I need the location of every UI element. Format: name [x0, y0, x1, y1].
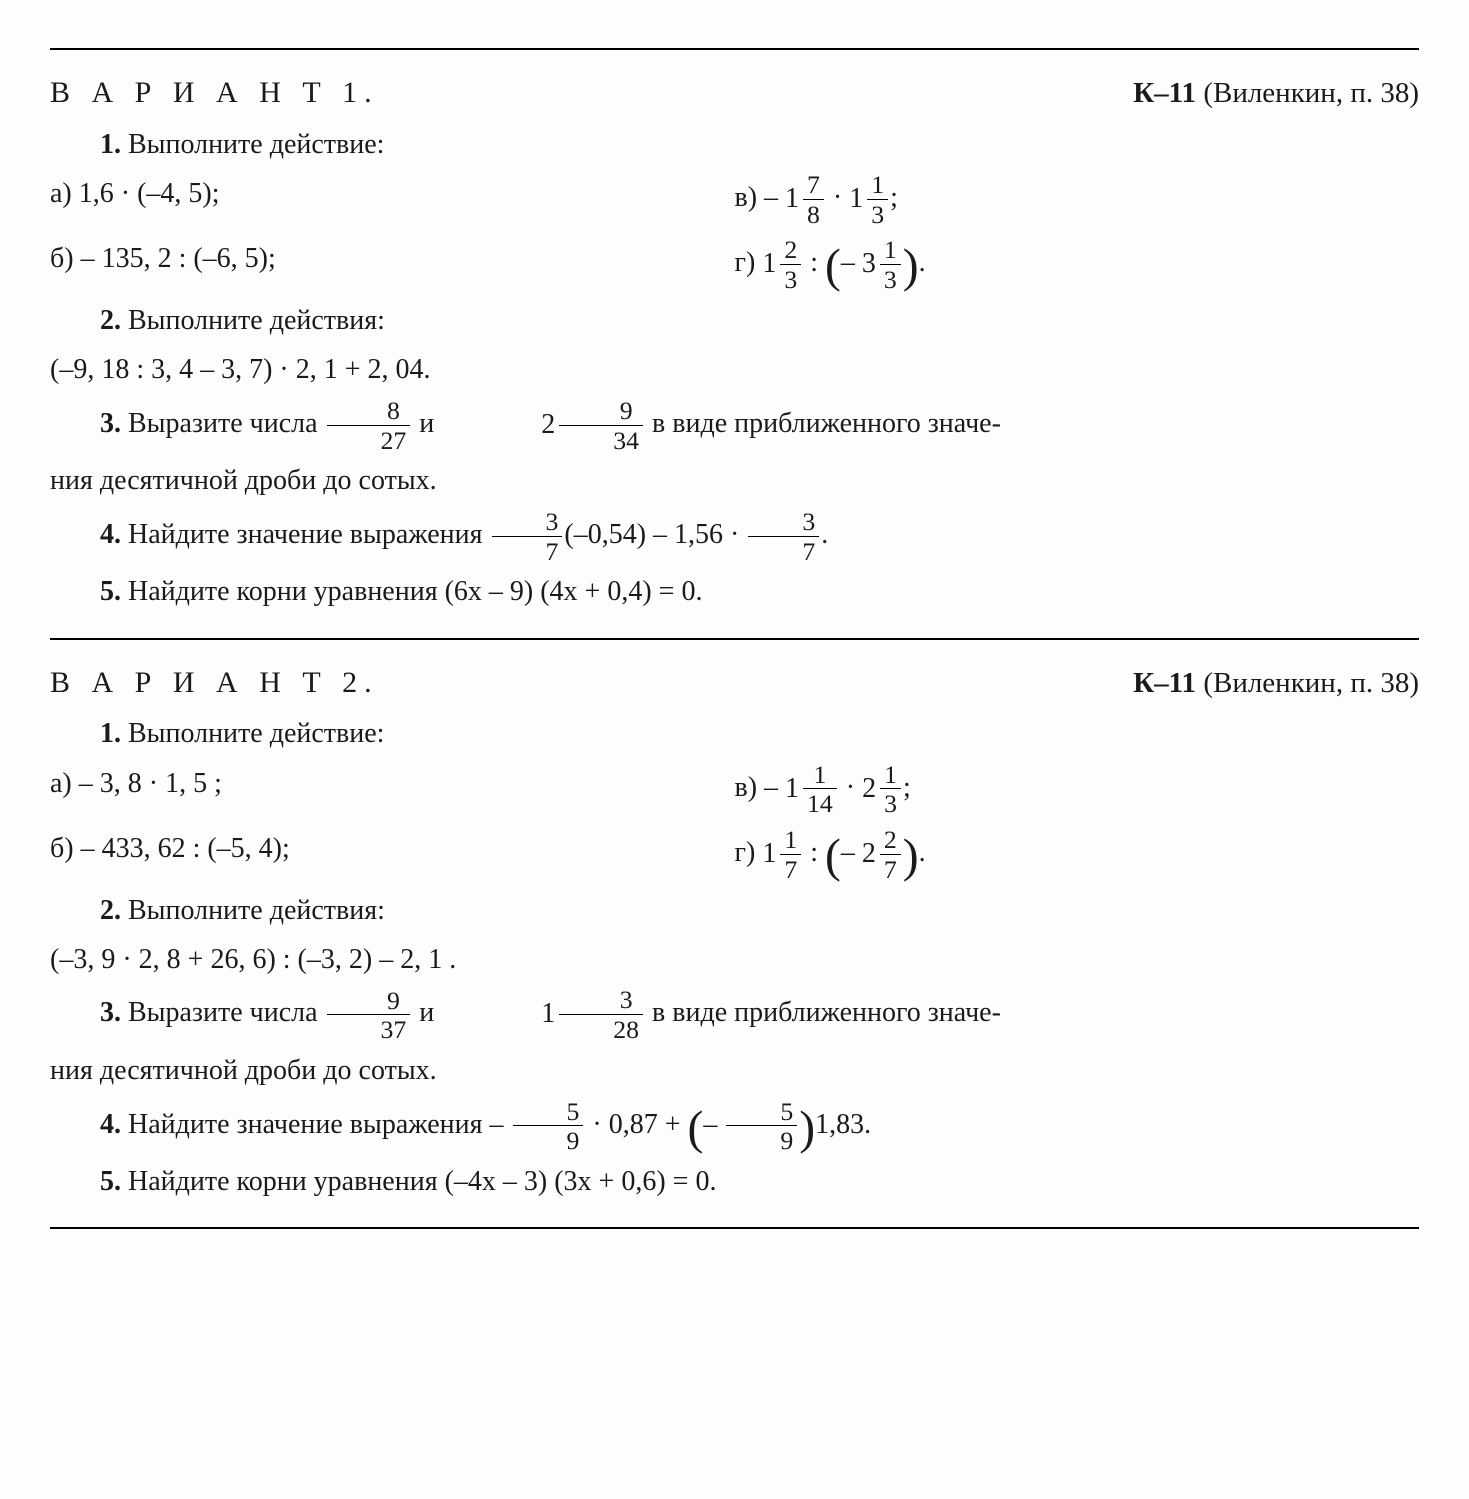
v1-t3: 3. Выразите числа 827 и 2934 в виде приб…: [50, 398, 1419, 454]
rule-bottom: [50, 1227, 1419, 1229]
v2-t4: 4. Найдите значение выражения – 59 · 0,8…: [50, 1099, 1419, 1155]
v2-t3-cont: ния десятичной дроби до сотых.: [50, 1049, 1419, 1092]
v2-t1b: б) – 433, 62 : (–5, 4);: [50, 827, 735, 883]
v2-t1-lead: Выполните действие:: [128, 718, 384, 749]
v1-t1: 1. Выполните действие:: [50, 123, 1419, 166]
v2-t1v: в) – 1114 · 213;: [735, 762, 1420, 818]
v2-t1-row1: а) – 3, 8 · 1, 5 ; в) – 1114 · 213;: [50, 762, 1419, 818]
v1-t1a: а) 1,6 · (–4, 5);: [50, 172, 735, 228]
v1-t1-lead: Выполните действие:: [128, 129, 384, 160]
v2-t3: 3. Выразите числа 937 и 1328 в виде приб…: [50, 987, 1419, 1043]
variant1-title: В А Р И А Н Т 1.: [50, 70, 379, 117]
v1-t5: 5. Найдите корни уравнения (6x – 9) (4x …: [50, 570, 1419, 613]
source-bold: К–11: [1133, 77, 1196, 109]
v2-t2: 2. Выполните действия:: [50, 889, 1419, 932]
v1-t2-lead: Выполните действия:: [128, 305, 385, 336]
v1-t2-expr: (–9, 18 : 3, 4 – 3, 7) · 2, 1 + 2, 04.: [50, 348, 1419, 391]
v2-t5: 5. Найдите корни уравнения (–4x – 3) (3x…: [50, 1160, 1419, 1203]
v1-t1-row2: б) – 135, 2 : (–6, 5); г) 123 : (– 313).: [50, 237, 1419, 293]
v1-t1b: б) – 135, 2 : (–6, 5);: [50, 237, 735, 293]
v1-t1v: в) – 178 · 113;: [735, 172, 1420, 228]
variant1-header: В А Р И А Н Т 1. К–11 (Виленкин, п. 38): [50, 70, 1419, 117]
variant2-title: В А Р И А Н Т 2.: [50, 660, 379, 707]
variant2-header: В А Р И А Н Т 2. К–11 (Виленкин, п. 38): [50, 660, 1419, 707]
v1-t1-row1: а) 1,6 · (–4, 5); в) – 178 · 113;: [50, 172, 1419, 228]
rule-top: [50, 48, 1419, 50]
variant1-source: К–11 (Виленкин, п. 38): [1133, 71, 1419, 116]
v1-t1v-pre: в) –: [735, 182, 786, 213]
v1-t2: 2. Выполните действия:: [50, 299, 1419, 342]
v2-t2-expr: (–3, 9 · 2, 8 + 26, 6) : (–3, 2) – 2, 1 …: [50, 938, 1419, 981]
v1-t3-cont: ния десятичной дроби до сотых.: [50, 459, 1419, 502]
v2-t1a: а) – 3, 8 · 1, 5 ;: [50, 762, 735, 818]
v1-t4: 4. Найдите значение выражения 37(–0,54) …: [50, 509, 1419, 565]
variant2-source: К–11 (Виленкин, п. 38): [1133, 661, 1419, 706]
v2-t1-row2: б) – 433, 62 : (–5, 4); г) 117 : (– 227)…: [50, 827, 1419, 883]
v2-t1g: г) 117 : (– 227).: [735, 827, 1420, 883]
rule-mid: [50, 638, 1419, 640]
v2-t1: 1. Выполните действие:: [50, 712, 1419, 755]
v1-t1g: г) 123 : (– 313).: [735, 237, 1420, 293]
